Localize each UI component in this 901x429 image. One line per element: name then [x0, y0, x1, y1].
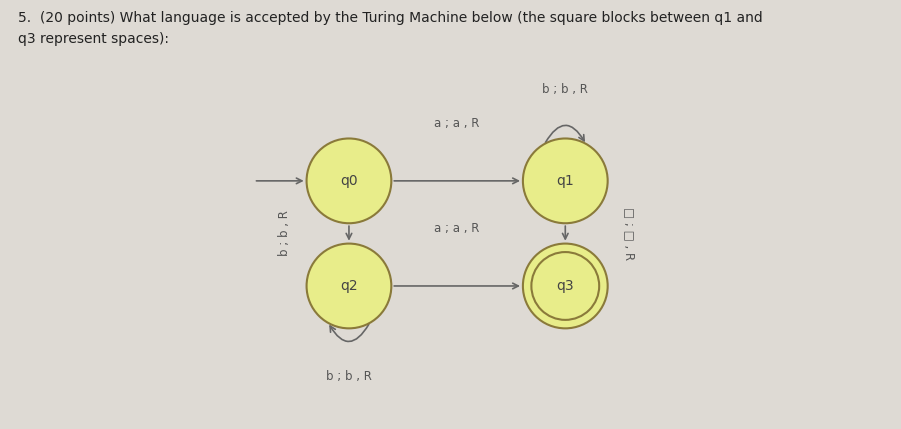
Ellipse shape: [306, 244, 391, 328]
Text: q2: q2: [341, 279, 358, 293]
Text: b ; b , R: b ; b , R: [326, 370, 372, 384]
Ellipse shape: [306, 139, 391, 223]
Text: q0: q0: [341, 174, 358, 188]
Text: a ; a , R: a ; a , R: [434, 222, 480, 235]
Text: b ; b , R: b ; b , R: [278, 211, 291, 257]
Ellipse shape: [523, 244, 607, 328]
Text: q3: q3: [557, 279, 574, 293]
Text: q1: q1: [557, 174, 574, 188]
Ellipse shape: [523, 139, 607, 223]
Text: 5.  (20 points) What language is accepted by the Turing Machine below (the squar: 5. (20 points) What language is accepted…: [18, 11, 762, 24]
Text: b ; b , R: b ; b , R: [542, 84, 588, 97]
Text: a ; a , R: a ; a , R: [434, 117, 480, 130]
Text: □ ; □ , R: □ ; □ , R: [623, 207, 636, 260]
Text: q3 represent spaces):: q3 represent spaces):: [18, 32, 168, 45]
